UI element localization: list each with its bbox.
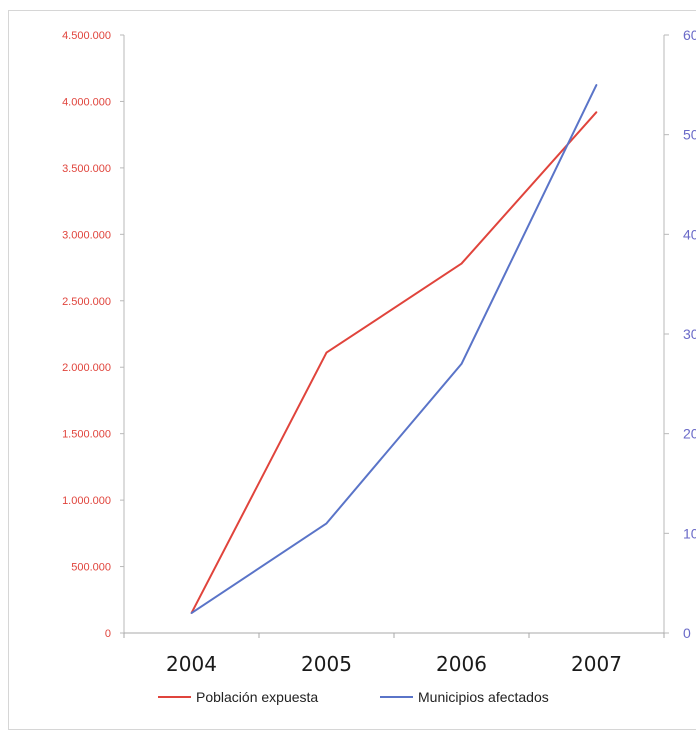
series-point xyxy=(190,612,193,614)
left-tick-label: 2.000.000 xyxy=(62,362,111,374)
left-tick-label: 500.000 xyxy=(71,562,111,574)
right-tick-label: 20 xyxy=(683,426,696,442)
left-tick-label: 0 xyxy=(105,628,111,640)
right-tick-label: 50 xyxy=(683,127,696,143)
right-tick-label: 10 xyxy=(683,525,696,541)
right-tick-label: 40 xyxy=(683,226,696,242)
left-tick-label: 1.000.000 xyxy=(62,495,111,507)
legend-label: Municipios afectados xyxy=(418,689,549,705)
series-point xyxy=(595,111,598,113)
legend-label: Población expuesta xyxy=(196,689,318,705)
left-tick-label: 4.500.000 xyxy=(62,30,111,42)
dual-axis-line-chart: 0 500.000 1.000.000 1.500.000 2.000.000 2.500… xyxy=(62,27,696,705)
right-tick-label: 60 xyxy=(683,27,696,43)
series-point xyxy=(460,262,463,265)
left-tick-label: 3.000.000 xyxy=(62,229,111,241)
series-line-poblacion xyxy=(190,111,598,614)
x-tick-label: 2005 xyxy=(301,652,352,676)
series-point xyxy=(595,84,598,86)
left-tick-label: 2.500.000 xyxy=(62,296,111,308)
series-point xyxy=(325,351,328,354)
left-tick-label: 1.500.000 xyxy=(62,429,111,441)
right-tick-label: 30 xyxy=(683,326,696,342)
left-tick-label: 4.000.000 xyxy=(62,96,111,108)
right-tick-label: 0 xyxy=(683,625,691,641)
series-point xyxy=(325,522,328,525)
left-tick-label: 3.500.000 xyxy=(62,163,111,175)
series-line-municipios xyxy=(190,84,598,614)
x-tick-label: 2007 xyxy=(571,652,622,676)
series-point xyxy=(460,363,463,365)
x-tick-label: 2006 xyxy=(436,652,487,676)
x-tick-label: 2004 xyxy=(166,652,217,676)
